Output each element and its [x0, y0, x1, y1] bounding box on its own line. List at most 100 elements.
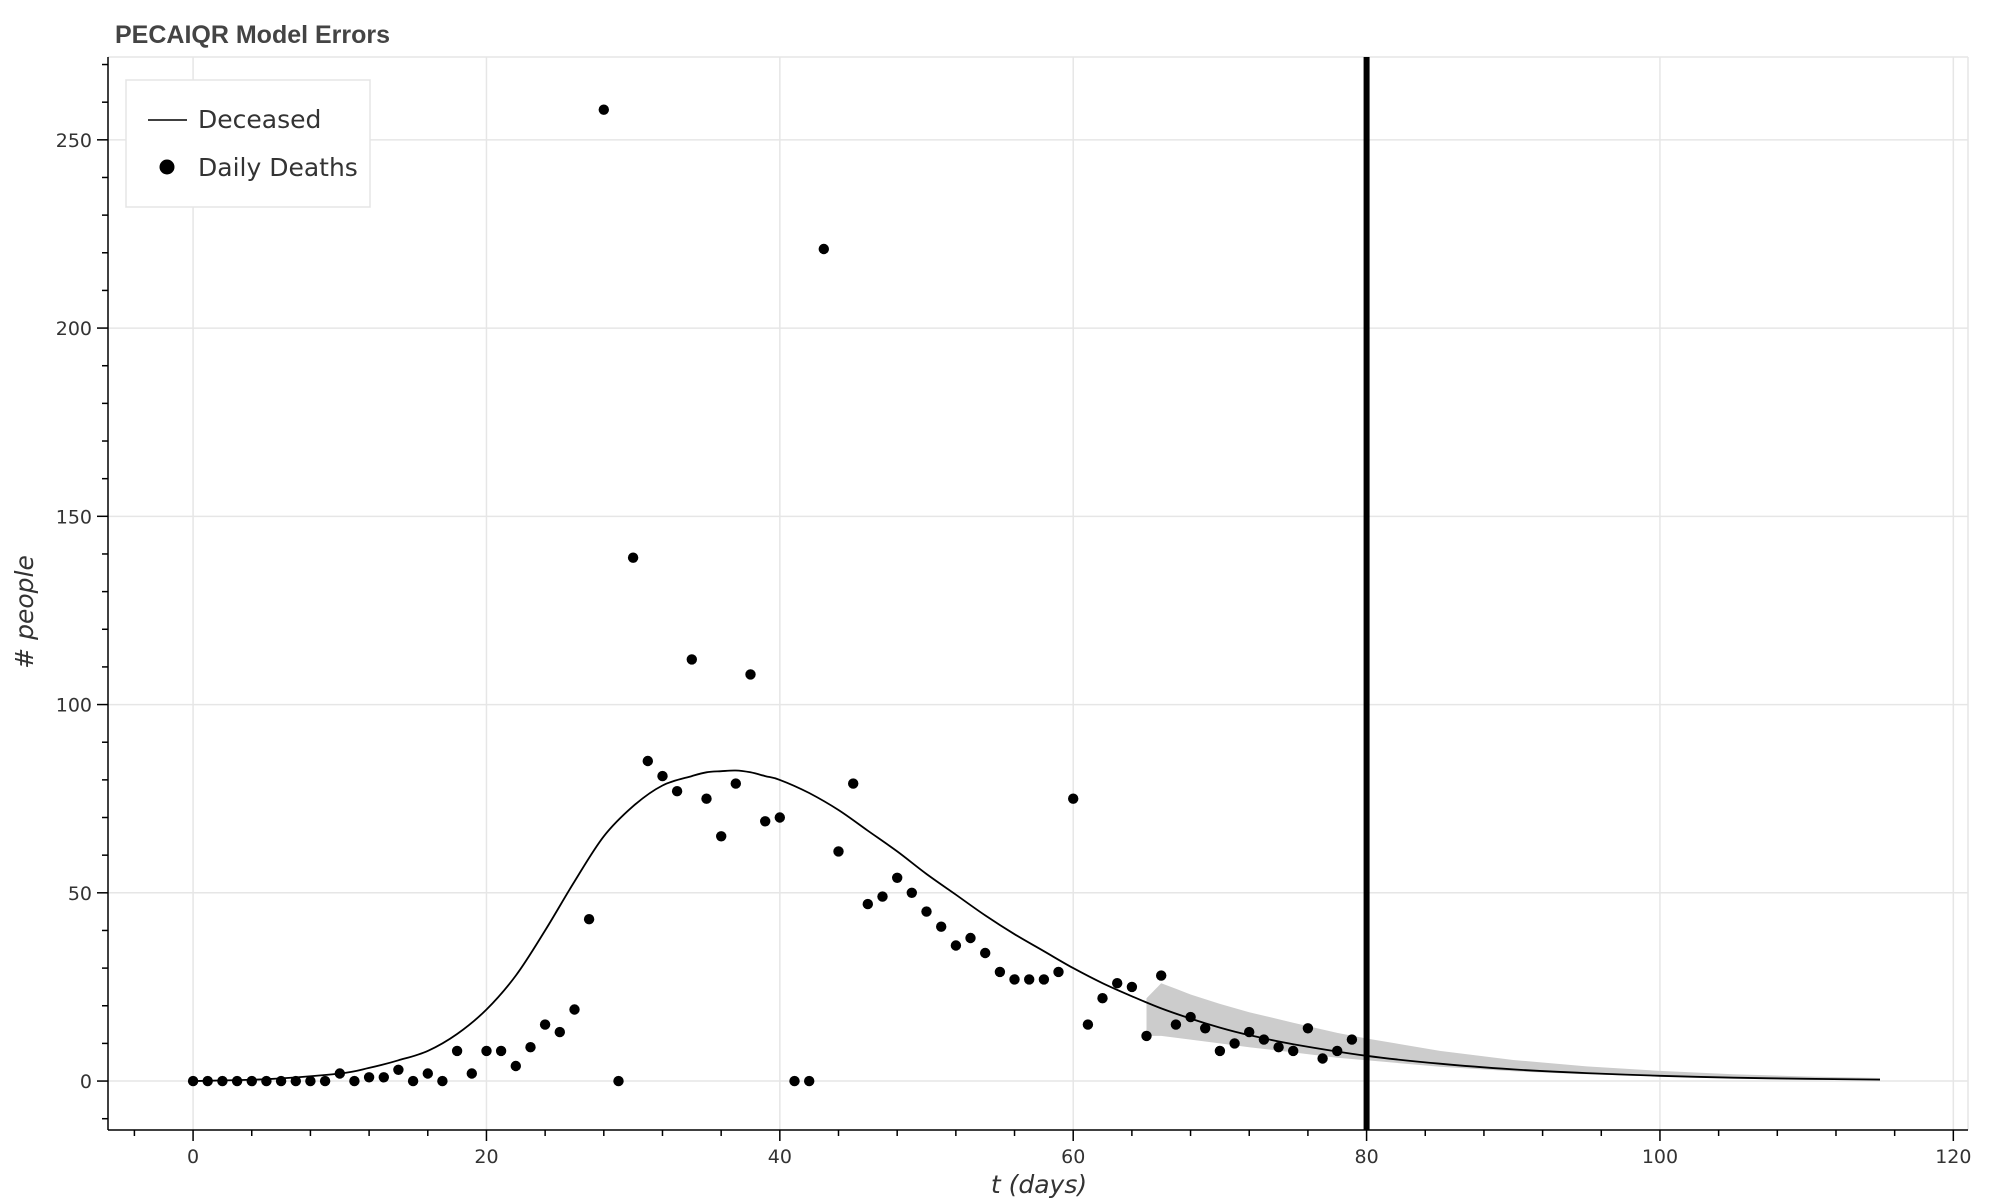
daily-deaths-point-29 — [613, 1075, 624, 1087]
daily-deaths-point-13 — [378, 1072, 389, 1083]
daily-deaths-point-0 — [187, 1075, 199, 1087]
legend-box — [125, 79, 371, 208]
legend-label-deceased: Deceased — [198, 105, 321, 134]
daily-deaths-point-48 — [892, 872, 903, 883]
daily-deaths-point-61 — [1082, 1019, 1094, 1030]
gridlines — [108, 56, 1969, 1130]
y-tick-label-0: 0 — [80, 1071, 92, 1093]
daily-deaths-point-26 — [569, 1004, 580, 1015]
daily-deaths-point-8 — [305, 1075, 316, 1087]
axes — [97, 57, 1968, 1141]
deceased-line — [193, 769, 1881, 1082]
daily-deaths-point-41 — [789, 1075, 800, 1087]
daily-deaths-point-70 — [1214, 1045, 1226, 1057]
daily-deaths-point-68 — [1185, 1011, 1196, 1023]
daily-deaths-point-45 — [848, 778, 859, 789]
y-tick-label-2: 100 — [56, 695, 92, 717]
daily-deaths-point-59 — [1053, 966, 1064, 978]
y-tick-label-3: 150 — [56, 506, 92, 528]
daily-deaths-point-25 — [554, 1026, 565, 1038]
daily-deaths-point-18 — [451, 1045, 463, 1057]
daily-deaths-point-40 — [774, 812, 785, 823]
uncertainty-band — [1146, 983, 1880, 1080]
daily-deaths-point-63 — [1112, 978, 1123, 989]
daily-deaths-point-58 — [1038, 974, 1050, 985]
y-tick-label-4: 200 — [56, 318, 92, 340]
daily-deaths-point-31 — [642, 755, 653, 767]
daily-deaths-point-10 — [334, 1068, 345, 1079]
daily-deaths-point-64 — [1126, 981, 1138, 993]
daily-deaths-point-19 — [466, 1068, 477, 1079]
daily-deaths-point-51 — [936, 921, 947, 932]
daily-deaths-point-4 — [246, 1075, 257, 1087]
uncertainty-band-layer — [1146, 983, 1880, 1080]
daily-deaths-point-15 — [407, 1075, 419, 1087]
daily-deaths-point-23 — [525, 1042, 536, 1053]
daily-deaths-point-44 — [833, 846, 844, 857]
daily-deaths-point-28 — [598, 104, 609, 115]
daily-deaths-point-74 — [1273, 1042, 1284, 1053]
daily-deaths-point-46 — [862, 898, 873, 910]
daily-deaths-point-60 — [1068, 793, 1079, 804]
daily-deaths-point-21 — [495, 1045, 507, 1057]
x-tick-label-5: 100 — [1642, 1146, 1678, 1168]
daily-deaths-point-38 — [745, 669, 756, 680]
y-tick-label-1: 50 — [68, 883, 92, 905]
x-tick-label-4: 80 — [1354, 1146, 1378, 1168]
daily-deaths-point-7 — [290, 1075, 301, 1087]
daily-deaths-point-65 — [1141, 1030, 1152, 1042]
x-tick-label-1: 20 — [474, 1146, 498, 1168]
daily-deaths-point-6 — [275, 1075, 287, 1087]
daily-deaths-point-62 — [1097, 993, 1108, 1004]
daily-deaths-point-49 — [906, 887, 917, 898]
daily-deaths-point-20 — [481, 1045, 492, 1057]
daily-deaths-point-73 — [1258, 1034, 1270, 1045]
daily-deaths-point-17 — [437, 1075, 448, 1087]
daily-deaths-point-55 — [994, 966, 1006, 978]
daily-deaths-point-47 — [877, 891, 888, 902]
model-line-layer — [193, 769, 1881, 1082]
daily-deaths-point-78 — [1332, 1045, 1343, 1057]
daily-deaths-point-69 — [1200, 1023, 1211, 1034]
daily-deaths-point-2 — [217, 1075, 228, 1087]
daily-deaths-points — [187, 104, 1358, 1087]
x-tick-label-3: 60 — [1061, 1146, 1085, 1168]
daily-deaths-point-71 — [1229, 1038, 1240, 1049]
daily-deaths-point-37 — [730, 778, 741, 789]
x-tick-label-0: 0 — [187, 1146, 199, 1168]
daily-deaths-point-11 — [349, 1075, 360, 1087]
x-tick-label-2: 40 — [768, 1146, 792, 1168]
daily-deaths-point-12 — [363, 1072, 375, 1083]
daily-deaths-point-79 — [1346, 1034, 1358, 1045]
tick-labels: 0 20 40 60 80 100 120 0 50 100 150 200 250 — [56, 130, 1972, 1168]
daily-deaths-point-52 — [950, 940, 962, 951]
daily-deaths-point-57 — [1023, 974, 1035, 985]
daily-deaths-point-53 — [965, 932, 976, 944]
legend: Deceased Daily Deaths — [125, 79, 371, 208]
daily-deaths-point-30 — [627, 552, 639, 563]
daily-deaths-point-16 — [422, 1068, 433, 1079]
daily-deaths-point-27 — [583, 914, 595, 925]
daily-deaths-point-34 — [686, 654, 697, 665]
daily-deaths-point-67 — [1170, 1019, 1182, 1030]
daily-deaths-point-1 — [202, 1075, 213, 1087]
daily-deaths-point-72 — [1244, 1026, 1255, 1038]
daily-deaths-point-50 — [921, 906, 932, 917]
daily-deaths-point-43 — [818, 243, 829, 255]
daily-deaths-point-24 — [539, 1019, 551, 1030]
x-axis-label: t (days) — [991, 1170, 1087, 1199]
y-axis-label: # people — [10, 555, 39, 669]
daily-deaths-point-76 — [1302, 1023, 1314, 1034]
y-tick-label-5: 250 — [56, 130, 92, 152]
x-tick-label-6: 120 — [1935, 1146, 1971, 1168]
daily-deaths-point-77 — [1317, 1053, 1328, 1064]
daily-deaths-point-33 — [671, 786, 683, 797]
legend-label-daily-deaths: Daily Deaths — [198, 153, 358, 182]
legend-dot-swatch — [159, 159, 175, 175]
daily-deaths-point-75 — [1288, 1045, 1299, 1057]
daily-deaths-point-3 — [231, 1075, 243, 1087]
daily-deaths-point-32 — [657, 770, 668, 782]
daily-deaths-point-22 — [510, 1060, 521, 1072]
daily-deaths-point-36 — [716, 831, 727, 842]
